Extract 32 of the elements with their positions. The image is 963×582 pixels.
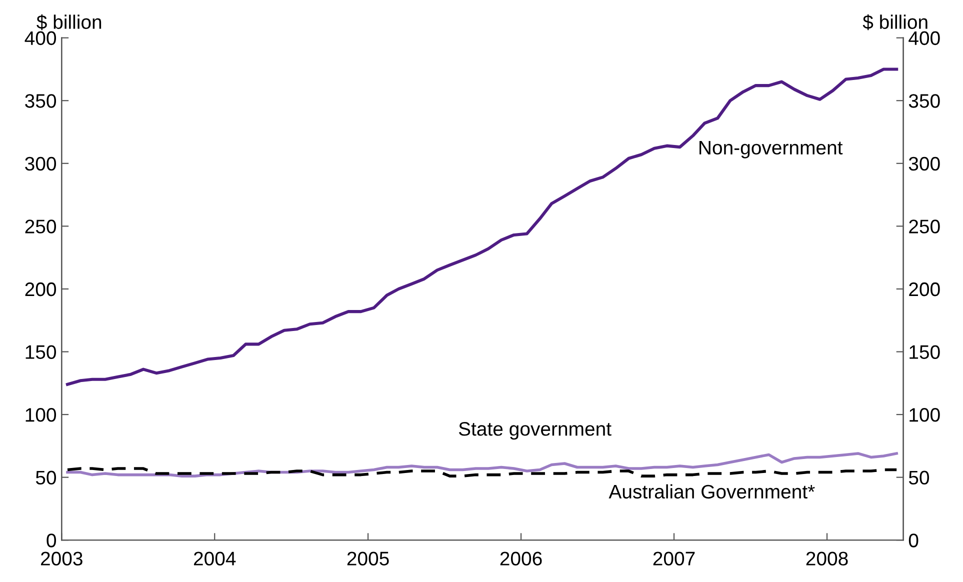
y2-tick-label: 50 [908,470,930,485]
y2-tick-label: 100 [910,408,940,422]
y-tick-label: 150 [26,345,56,359]
y2-axis-title: $ billion [862,14,928,30]
y2-tick-label: 200 [909,282,940,296]
x-tick-label: 2008 [806,552,848,566]
line-series [66,452,898,478]
y2-tick-label: 0 [908,534,918,548]
series-label: Australian Government* [608,484,815,499]
y-tick-label: 50 [36,470,56,485]
x-tick-label: 2006 [500,552,542,566]
y2-tick-label: 250 [909,220,940,234]
y-axis-title: $ billion [36,14,102,30]
y-tick-label: 200 [25,282,56,296]
y-tick-label: 300 [25,156,56,171]
line-series [66,68,898,386]
line-series [66,467,898,478]
series-label: State government [458,422,612,440]
y-tick-label: 250 [25,220,56,234]
x-tick-label: 2005 [347,552,389,566]
y-tick-label: 400 [24,31,56,46]
y-tick-label: 350 [25,94,56,108]
x-tick-label: 2003 [40,552,82,566]
y2-tick-label: 150 [910,345,940,359]
y-tick-label: 100 [26,408,56,422]
y2-tick-label: 350 [908,94,940,108]
x-tick-label: 2007 [653,552,695,566]
y-tick-label: 0 [46,534,56,548]
y2-tick-label: 300 [908,156,940,171]
y2-tick-label: 400 [908,31,940,46]
x-tick-label: 2004 [194,552,236,566]
series-label: Non-government [700,140,843,158]
